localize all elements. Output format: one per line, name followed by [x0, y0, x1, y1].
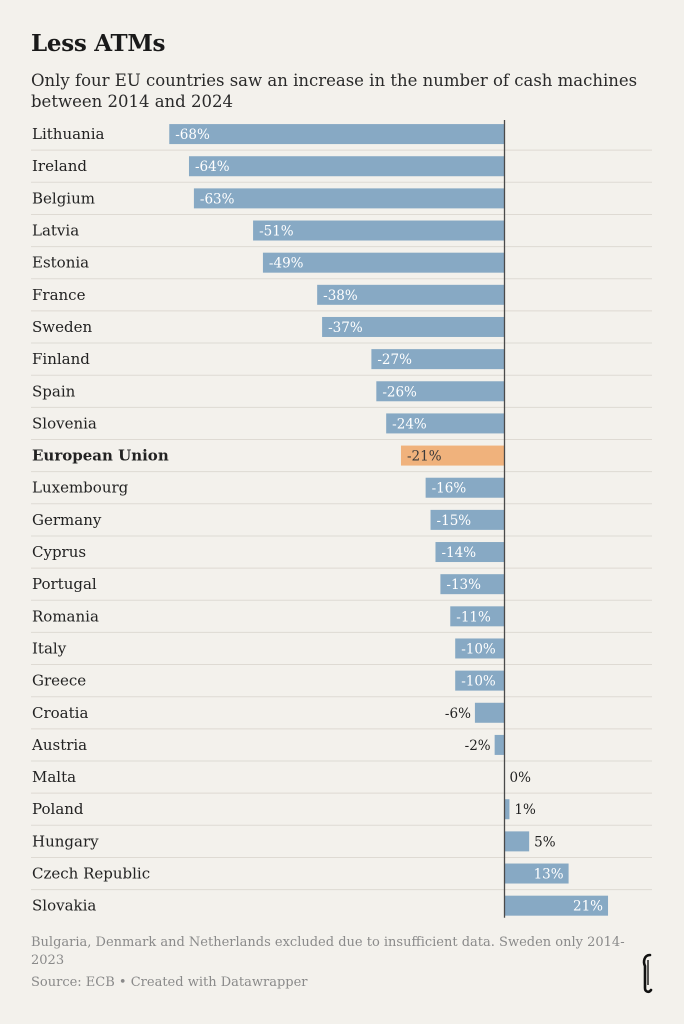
category-label: Hungary	[32, 832, 99, 850]
publisher-logo-icon	[642, 953, 653, 994]
category-label: Italy	[32, 639, 67, 657]
bar	[425, 477, 505, 498]
bar-chart: Lithuania -68% Ireland -64% Belgium -63% Latvi…	[31, 120, 652, 918]
value-label: -38%	[323, 288, 358, 304]
bar	[188, 156, 505, 177]
category-label: Cyprus	[32, 543, 86, 561]
value-label: 21%	[573, 899, 603, 915]
bar	[262, 252, 505, 273]
bar	[455, 638, 505, 659]
bar	[504, 895, 609, 916]
bar	[440, 574, 505, 595]
value-label: -10%	[461, 641, 496, 657]
value-label: -21%	[407, 449, 442, 465]
value-label: -68%	[175, 127, 210, 143]
bar	[455, 670, 505, 691]
value-label: 13%	[534, 867, 564, 883]
bar	[400, 445, 505, 466]
value-label: -37%	[328, 320, 363, 336]
category-label: Poland	[32, 800, 84, 818]
value-label: -49%	[269, 256, 304, 272]
category-label: European Union	[32, 447, 169, 465]
value-label: -16%	[432, 481, 467, 497]
value-label: -26%	[382, 384, 417, 400]
bar	[474, 702, 505, 723]
category-label: Slovakia	[32, 897, 96, 915]
value-label: -11%	[456, 609, 491, 625]
value-label: 5%	[534, 834, 556, 850]
category-label: Lithuania	[32, 125, 105, 143]
bar	[193, 188, 505, 209]
value-label: -24%	[392, 416, 427, 432]
category-label: Luxembourg	[32, 479, 129, 497]
bar	[322, 316, 505, 337]
chart-subtitle: Only four EU countries saw an increase i…	[31, 71, 638, 111]
value-label: 0%	[510, 770, 532, 786]
bar	[430, 509, 505, 530]
category-label: Ireland	[32, 157, 87, 175]
bar	[317, 284, 505, 305]
category-label: Croatia	[32, 704, 88, 722]
category-label: Spain	[32, 382, 76, 400]
category-label: Austria	[31, 736, 87, 754]
bar	[504, 831, 530, 852]
value-label: -14%	[441, 545, 476, 561]
footnote: Bulgaria, Denmark and Netherlands exclud…	[31, 935, 625, 968]
bar	[435, 542, 505, 563]
value-label: -2%	[465, 738, 491, 754]
value-label: -13%	[446, 577, 481, 593]
value-label: -63%	[200, 191, 235, 207]
category-label: Malta	[32, 768, 76, 786]
category-label: Germany	[32, 511, 102, 529]
category-label: Belgium	[32, 189, 95, 207]
bar	[450, 606, 505, 627]
bar	[504, 799, 510, 820]
bar	[371, 349, 505, 370]
value-label: -27%	[377, 352, 412, 368]
category-label: Greece	[32, 672, 86, 690]
chart-title: Less ATMs	[31, 30, 166, 57]
value-label: -6%	[445, 706, 471, 722]
category-label: France	[32, 286, 86, 304]
bar	[386, 413, 505, 434]
value-label: 1%	[514, 802, 536, 818]
category-label: Portugal	[32, 575, 97, 593]
bar	[494, 734, 505, 755]
category-label: Sweden	[32, 318, 92, 336]
bar	[169, 124, 505, 145]
category-label: Romania	[32, 607, 99, 625]
source-credit: Source: ECB • Created with Datawrapper	[31, 975, 308, 990]
value-label: -10%	[461, 674, 496, 690]
value-label: -15%	[437, 513, 472, 529]
category-label: Finland	[32, 350, 90, 368]
category-label: Latvia	[32, 222, 79, 240]
value-label: -64%	[195, 159, 230, 175]
bar	[253, 220, 505, 241]
bar	[376, 381, 505, 402]
category-label: Estonia	[32, 254, 89, 272]
category-label: Czech Republic	[32, 865, 150, 883]
bar	[504, 863, 569, 884]
category-label: Slovenia	[32, 414, 97, 432]
value-label: -51%	[259, 224, 294, 240]
